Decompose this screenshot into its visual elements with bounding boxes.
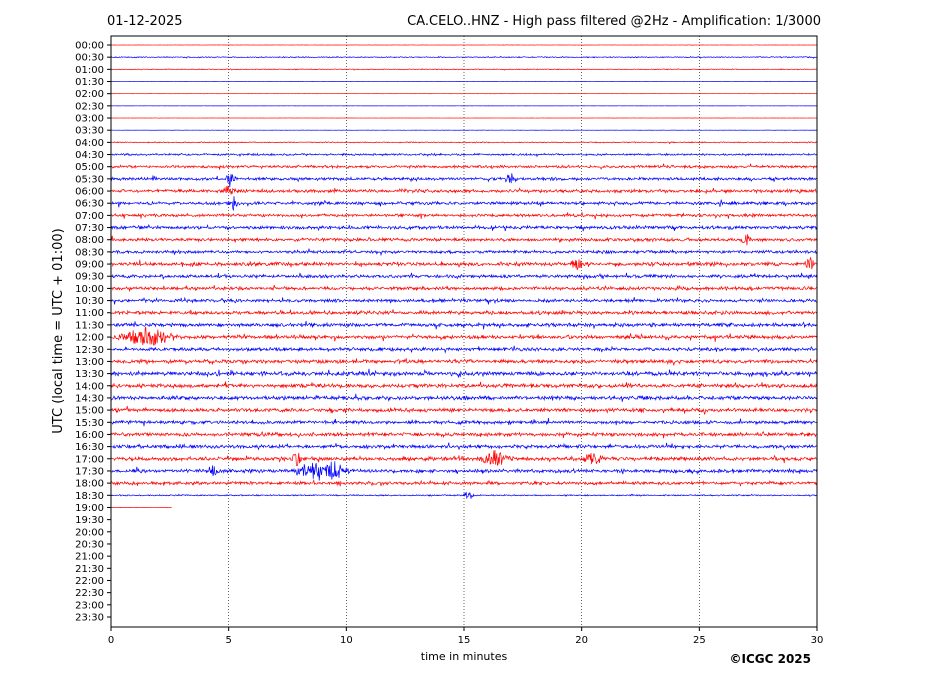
y-tick-label: 06:30 bbox=[75, 199, 104, 210]
y-tick-label: 12:00 bbox=[75, 333, 104, 344]
x-tick-label: 10 bbox=[340, 635, 353, 646]
y-tick-label: 10:30 bbox=[75, 296, 104, 307]
y-tick-label: 03:30 bbox=[75, 126, 104, 137]
x-tick-label: 5 bbox=[225, 635, 231, 646]
y-tick-label: 13:00 bbox=[75, 357, 104, 368]
trace-1730 bbox=[110, 461, 817, 481]
y-tick-label: 12:30 bbox=[75, 345, 104, 356]
trace-0700 bbox=[110, 211, 817, 220]
y-tick-label: 20:30 bbox=[75, 539, 104, 550]
y-tick-label: 22:30 bbox=[75, 588, 104, 599]
y-tick-label: 21:30 bbox=[75, 564, 104, 575]
y-tick-label: 16:30 bbox=[75, 442, 104, 453]
y-tick-label: 18:30 bbox=[75, 491, 104, 502]
y-tick-label: 17:00 bbox=[75, 454, 104, 465]
trace-0600 bbox=[110, 185, 817, 195]
trace-0400 bbox=[110, 141, 817, 145]
trace-1300 bbox=[110, 358, 817, 366]
trace-1400 bbox=[110, 381, 817, 390]
x-tick-label: 0 bbox=[108, 635, 114, 646]
y-tick-label: 02:30 bbox=[75, 101, 104, 112]
vertical-gridlines bbox=[228, 36, 700, 627]
y-tick-label: 04:00 bbox=[75, 138, 104, 149]
trace-1230 bbox=[110, 345, 817, 354]
x-axis-ticks: 0 5 10 15 20 25 30 bbox=[108, 627, 824, 646]
trace-1330 bbox=[110, 368, 817, 379]
y-tick-label: 08:30 bbox=[75, 247, 104, 258]
y-tick-label: 14:30 bbox=[75, 393, 104, 404]
y-tick-label: 07:30 bbox=[75, 223, 104, 234]
trace-1200 bbox=[110, 326, 817, 346]
trace-1100 bbox=[110, 309, 817, 317]
trace-0530 bbox=[110, 173, 817, 188]
trace-1000 bbox=[110, 284, 817, 293]
x-tick-label: 30 bbox=[811, 635, 824, 646]
trace-1700 bbox=[110, 449, 817, 467]
y-tick-label: 04:30 bbox=[75, 150, 104, 161]
y-tick-label: 09:00 bbox=[75, 260, 104, 271]
date-label: 01-12-2025 bbox=[107, 14, 183, 29]
y-tick-label: 20:00 bbox=[75, 527, 104, 538]
y-tick-label: 11:00 bbox=[75, 308, 104, 319]
y-tick-label: 03:00 bbox=[75, 114, 104, 125]
y-tick-label: 14:00 bbox=[75, 381, 104, 392]
trace-0630 bbox=[110, 196, 817, 211]
y-axis-label: UTC (local time = UTC + 01:00) bbox=[51, 228, 66, 433]
y-tick-label: 00:00 bbox=[75, 41, 104, 52]
plot-frame bbox=[110, 35, 818, 628]
y-tick-label: 19:00 bbox=[75, 503, 104, 514]
y-tick-label: 09:30 bbox=[75, 272, 104, 283]
trace-0930 bbox=[110, 272, 817, 281]
y-tick-label: 13:30 bbox=[75, 369, 104, 380]
y-tick-label: 05:00 bbox=[75, 162, 104, 173]
trace-0500 bbox=[110, 163, 817, 170]
trace-1530 bbox=[110, 417, 817, 427]
y-tick-label: 15:00 bbox=[75, 406, 104, 417]
trace-0030 bbox=[110, 55, 817, 59]
trace-1430 bbox=[110, 393, 817, 402]
y-tick-label: 01:00 bbox=[75, 65, 104, 76]
trace-1630 bbox=[110, 442, 817, 452]
trace-0900 bbox=[110, 256, 817, 271]
trace-0830 bbox=[110, 248, 817, 257]
trace-0800 bbox=[110, 234, 817, 246]
x-tick-label: 20 bbox=[575, 635, 588, 646]
y-tick-label: 10:00 bbox=[75, 284, 104, 295]
y-tick-label: 19:30 bbox=[75, 515, 104, 526]
y-tick-label: 21:00 bbox=[75, 552, 104, 563]
y-tick-label: 00:30 bbox=[75, 53, 104, 64]
y-tick-label: 16:00 bbox=[75, 430, 104, 441]
trace-1830 bbox=[110, 492, 817, 500]
trace-1030 bbox=[110, 296, 817, 305]
trace-0100 bbox=[110, 68, 817, 71]
trace-0730 bbox=[110, 223, 817, 232]
trace-1600 bbox=[110, 431, 817, 439]
x-tick-label: 25 bbox=[693, 635, 706, 646]
copyright-label: ©ICGC 2025 bbox=[729, 652, 811, 666]
trace-1800 bbox=[110, 478, 817, 487]
y-tick-label: 08:00 bbox=[75, 235, 104, 246]
y-tick-label: 22:00 bbox=[75, 576, 104, 587]
trace-1130 bbox=[110, 320, 817, 330]
trace-1500 bbox=[110, 405, 817, 415]
y-tick-label: 07:00 bbox=[75, 211, 104, 222]
y-tick-label: 18:00 bbox=[75, 479, 104, 490]
y-tick-label: 01:30 bbox=[75, 77, 104, 88]
y-tick-label: 11:30 bbox=[75, 320, 104, 331]
y-tick-label: 17:30 bbox=[75, 466, 104, 477]
chart-title: CA.CELO..HNZ - High pass filtered @2Hz -… bbox=[407, 14, 821, 29]
y-tick-label: 06:00 bbox=[75, 187, 104, 198]
x-axis-label: time in minutes bbox=[421, 650, 508, 663]
y-tick-label: 23:30 bbox=[75, 612, 104, 623]
y-tick-label: 02:00 bbox=[75, 89, 104, 100]
y-tick-label: 23:00 bbox=[75, 600, 104, 611]
seismic-traces bbox=[110, 44, 817, 508]
trace-0430 bbox=[110, 152, 817, 158]
y-tick-label: 05:30 bbox=[75, 174, 104, 185]
y-tick-label: 15:30 bbox=[75, 418, 104, 429]
x-tick-label: 15 bbox=[458, 635, 471, 646]
